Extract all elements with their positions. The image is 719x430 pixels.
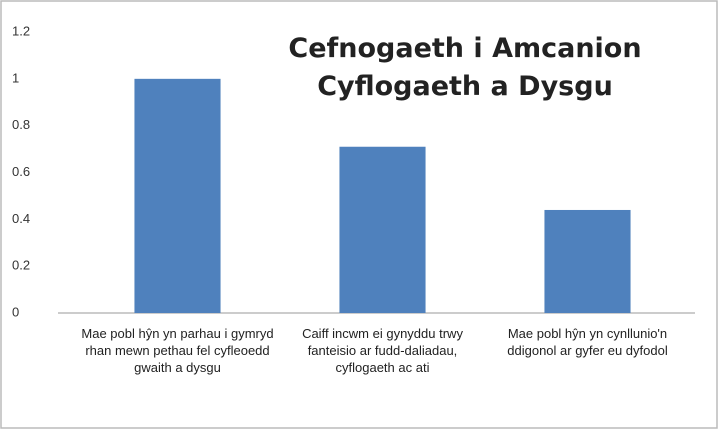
bar (134, 78, 221, 313)
bar (544, 209, 631, 313)
y-tick-label: 1.2 (12, 23, 30, 38)
y-tick-label: 0 (12, 304, 19, 319)
x-tick-label: Mae pobl hŷn yn cynllunio'n ddigonol ar … (507, 326, 668, 358)
y-tick-label: 0.6 (12, 164, 30, 179)
chart-title: Cefnogaeth i Amcanion Cyflogaeth a Dysgu (288, 33, 642, 102)
y-tick-label: 0.2 (12, 258, 30, 273)
y-tick-label: 0.8 (12, 117, 30, 132)
x-tick-label: Caiff incwm ei gynyddu trwy fanteisio ar… (302, 326, 463, 375)
x-tick-label: Mae pobl hŷn yn parhau i gymryd rhan mew… (81, 326, 274, 375)
y-tick-label: 0.4 (12, 211, 30, 226)
y-tick-label: 1 (12, 70, 19, 85)
bar (339, 146, 426, 313)
